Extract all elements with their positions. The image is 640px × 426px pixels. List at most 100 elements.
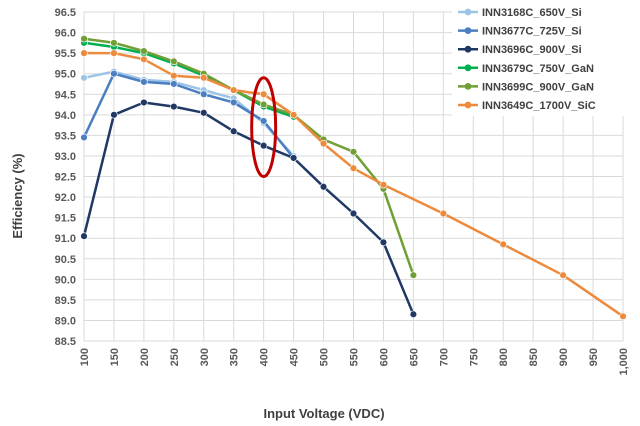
series-INN3649C_1700V_SiC — [80, 49, 627, 321]
data-point — [259, 141, 268, 150]
legend-label: INN3696C_900V_Si — [482, 44, 582, 56]
legend-label: INN3677C_725V_Si — [482, 26, 582, 38]
data-point — [259, 100, 268, 109]
data-point — [170, 80, 178, 88]
legend-swatch-marker — [464, 27, 472, 34]
series-line — [83, 41, 295, 119]
data-point — [379, 181, 388, 189]
legend-swatch-marker — [464, 64, 472, 72]
x-tick-label: 850 — [528, 348, 540, 366]
x-tick-label: 200 — [139, 348, 151, 366]
x-tick-label: 650 — [408, 348, 420, 366]
x-tick-label: 500 — [319, 348, 331, 366]
data-point — [559, 271, 567, 279]
y-tick-label: 93.5 — [55, 130, 76, 142]
legend-item: INN3679C_750V_GaN — [458, 63, 594, 75]
legend-swatch-marker — [464, 45, 472, 53]
legend-label: INN3679C_750V_GaN — [482, 63, 594, 75]
chart-grid — [83, 11, 624, 342]
data-point — [170, 57, 178, 66]
y-tick-label: 94.5 — [55, 89, 76, 101]
y-tick-label: 92.0 — [55, 192, 76, 204]
legend: INN3168C_650V_Si INN3677C_725V_Si INN3696C… — [452, 2, 640, 116]
x-tick-label: 600 — [378, 348, 390, 366]
data-point — [80, 232, 88, 240]
data-point — [140, 78, 148, 86]
x-tick-label: 350 — [229, 348, 241, 366]
data-point — [200, 74, 208, 82]
data-point — [140, 55, 148, 63]
data-point — [200, 109, 208, 117]
y-tick-label: 89.5 — [55, 295, 76, 307]
data-point — [259, 117, 268, 125]
data-point — [289, 154, 298, 162]
series-INN3696C_900V_Si — [80, 98, 418, 318]
x-tick-label: 900 — [558, 348, 570, 366]
y-tick-label: 95.5 — [55, 48, 76, 60]
data-point — [230, 98, 238, 107]
legend-item: INN3696C_900V_Si — [458, 44, 582, 56]
y-tick-label: 91.0 — [55, 233, 76, 245]
legend-background — [452, 2, 640, 116]
y-tick-label: 90.0 — [55, 274, 76, 286]
y-tick-label: 96.5 — [55, 7, 76, 19]
legend-label: INN3699C_900V_GaN — [482, 81, 594, 93]
legend-swatch-marker — [464, 8, 472, 16]
data-point — [170, 102, 178, 111]
x-tick-label: 1,000 — [618, 348, 630, 376]
series-INN3699C_900V_GaN — [80, 35, 418, 279]
x-tick-label: 950 — [588, 348, 600, 366]
data-point — [349, 148, 358, 156]
y-tick-label: 93.0 — [55, 151, 76, 163]
annotation-layer — [250, 76, 278, 178]
x-tick-label: 100 — [79, 348, 91, 366]
data-point — [110, 69, 118, 78]
x-tick-label: 400 — [259, 348, 271, 366]
data-point — [379, 238, 388, 247]
data-point — [80, 35, 88, 43]
data-point — [289, 111, 298, 119]
legend-swatch-marker — [464, 83, 472, 90]
series-line — [83, 37, 415, 276]
y-tick-label: 89.0 — [55, 315, 76, 327]
data-point — [230, 86, 238, 94]
data-point — [349, 209, 358, 218]
y-tick-label: 94.0 — [55, 110, 76, 122]
series-layer — [80, 35, 627, 321]
data-point — [170, 72, 178, 80]
x-tick-label: 550 — [349, 348, 361, 366]
x-tick-label: 750 — [468, 348, 480, 366]
legend-item: INN3649C_1700V_SiC — [458, 100, 596, 112]
data-point — [110, 111, 118, 119]
data-point — [80, 133, 88, 142]
data-point — [619, 312, 627, 321]
data-point — [200, 90, 208, 98]
x-tick-label: 250 — [169, 348, 181, 366]
y-tick-label: 92.5 — [55, 172, 76, 184]
y-tick-label: 88.5 — [55, 336, 76, 348]
legend-item: INN3168C_650V_Si — [458, 7, 582, 19]
x-tick-label: 800 — [498, 348, 510, 366]
data-point — [110, 39, 118, 47]
x-tick-label: 150 — [109, 348, 121, 366]
data-point — [140, 47, 148, 55]
x-axis-title: Input Voltage (VDC) — [263, 406, 384, 421]
y-tick-label: 95.0 — [55, 69, 76, 81]
data-point — [140, 98, 148, 107]
legend-item: INN3699C_900V_GaN — [458, 81, 594, 93]
data-point — [230, 127, 238, 135]
data-point — [80, 49, 88, 57]
x-tick-label: 450 — [289, 348, 301, 366]
legend-item: INN3677C_725V_Si — [458, 26, 582, 38]
data-point — [80, 74, 88, 82]
series-line — [82, 101, 415, 315]
data-point — [439, 209, 448, 218]
data-point — [349, 164, 358, 172]
data-point — [319, 139, 328, 148]
legend-label: INN3168C_650V_Si — [482, 7, 582, 19]
y-tick-label: 91.5 — [55, 213, 76, 225]
y-tick-label: 90.5 — [55, 254, 76, 266]
data-point — [409, 271, 418, 279]
data-point — [110, 49, 118, 57]
